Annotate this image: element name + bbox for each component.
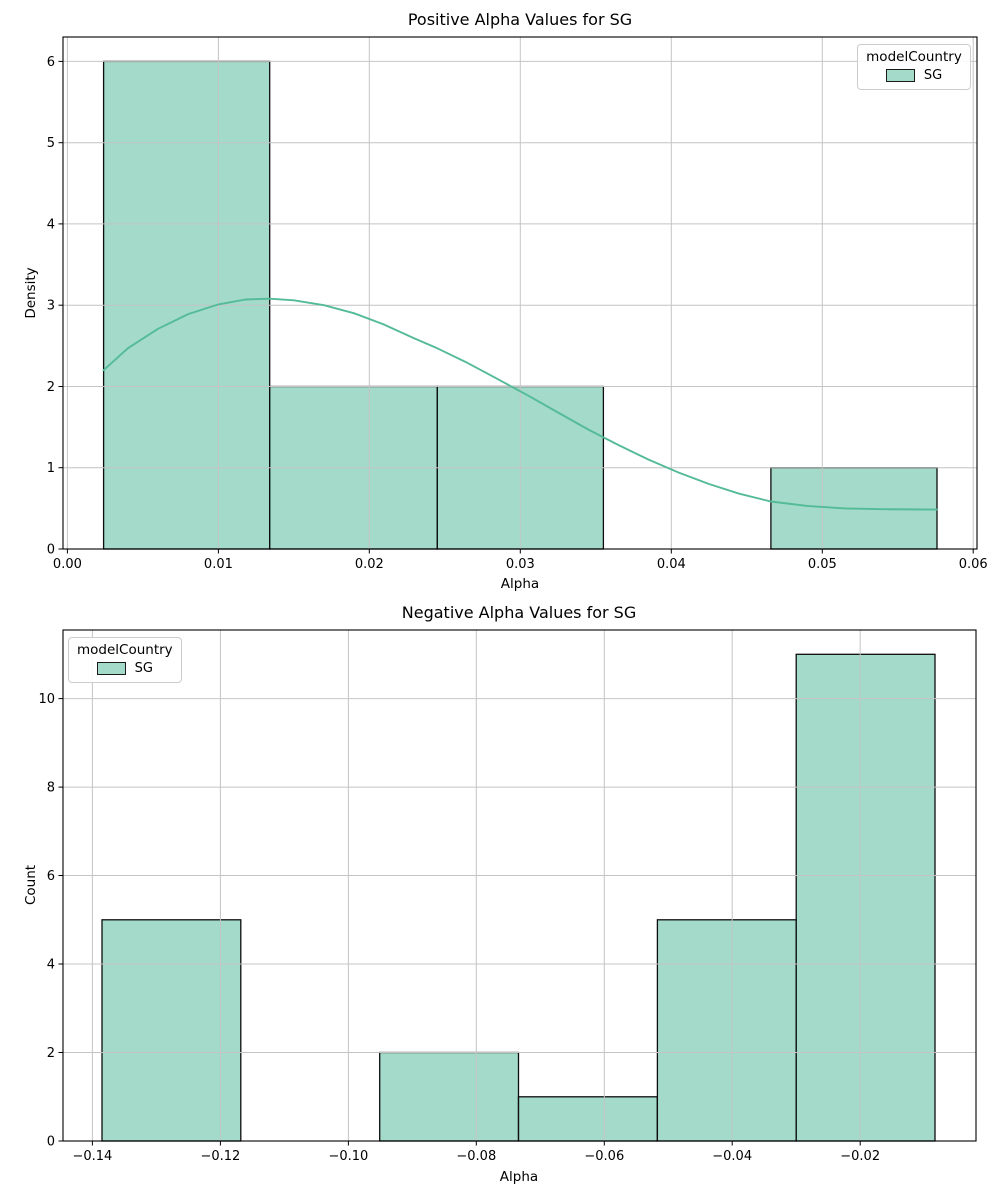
x-tick-label: −0.08 (456, 1149, 496, 1164)
legend-swatch (885, 69, 915, 82)
y-tick-label: 0 (47, 1135, 55, 1150)
legend-title: modelCountry (866, 49, 962, 65)
y-tick-label: 4 (47, 958, 55, 973)
x-tick-label: −0.04 (712, 1149, 752, 1164)
x-tick-label: 0.02 (355, 557, 384, 572)
axes-spines (62, 629, 977, 1142)
legend-entry-label: SG (134, 661, 153, 676)
negative-chart-legend: modelCountry SG (68, 637, 182, 683)
positive-xaxis-label: Alpha (500, 576, 540, 592)
positive-chart-title: Positive Alpha Values for SG (407, 10, 633, 29)
y-tick-label: 8 (47, 781, 55, 796)
legend-entry: SG (96, 660, 153, 677)
legend-swatch (96, 662, 126, 675)
histogram-bar (101, 919, 242, 1142)
x-tick-label: 0.04 (657, 557, 686, 572)
y-tick-label: 5 (47, 136, 55, 151)
negative-xaxis-label: Alpha (499, 1169, 539, 1185)
histogram-bar (517, 1096, 658, 1142)
x-tick-label: −0.02 (840, 1149, 880, 1164)
histogram-bar (656, 919, 797, 1142)
positive-chart-legend: modelCountry SG (857, 44, 971, 90)
y-tick-label: 4 (47, 217, 55, 232)
x-tick-label: −0.12 (200, 1149, 240, 1164)
positive-yaxis-label: Density (23, 267, 39, 319)
y-tick-label: 3 (47, 299, 55, 314)
histogram-bar (795, 653, 936, 1142)
legend-entry-label: SG (923, 68, 943, 83)
x-tick-label: 0.03 (506, 557, 535, 572)
kde-curve (102, 297, 938, 511)
x-tick-label: 0.05 (808, 557, 837, 572)
y-tick-label: 6 (47, 55, 55, 70)
legend-entry: SG (885, 67, 943, 84)
y-tick-label: 6 (47, 869, 55, 884)
y-tick-label: 0 (47, 543, 55, 558)
y-tick-label: 10 (38, 692, 55, 707)
x-tick-label: 0.00 (53, 557, 82, 572)
x-tick-label: 0.06 (959, 557, 988, 572)
x-tick-label: 0.01 (204, 557, 233, 572)
negative-yaxis-label: Count (23, 864, 39, 906)
y-tick-label: 1 (47, 461, 55, 476)
x-tick-label: −0.14 (72, 1149, 112, 1164)
x-tick-label: −0.10 (328, 1149, 368, 1164)
y-tick-label: 2 (47, 1046, 55, 1061)
legend-title: modelCountry (77, 642, 173, 658)
x-tick-label: −0.06 (584, 1149, 624, 1164)
histogram-bar (379, 1051, 520, 1142)
y-tick-label: 2 (47, 380, 55, 395)
negative-chart-title: Negative Alpha Values for SG (401, 603, 637, 622)
